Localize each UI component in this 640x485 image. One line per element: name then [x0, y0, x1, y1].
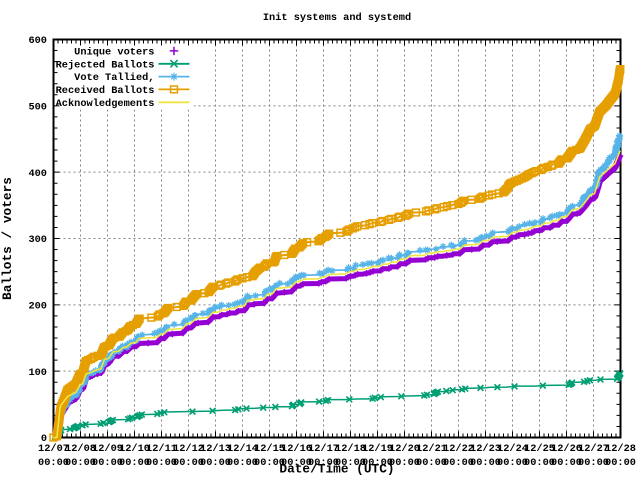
- svg-text:12/20: 12/20: [389, 443, 420, 455]
- svg-text:Init systems and systemd: Init systems and systemd: [263, 12, 411, 24]
- svg-text:Ballots / voters: Ballots / voters: [0, 177, 15, 300]
- svg-text:12/08: 12/08: [65, 443, 96, 455]
- svg-text:00:00: 00:00: [497, 457, 528, 469]
- svg-text:12/22: 12/22: [443, 443, 474, 455]
- svg-text:00:00: 00:00: [416, 457, 447, 469]
- svg-text:00:00: 00:00: [173, 457, 204, 469]
- svg-text:12/24: 12/24: [497, 443, 528, 455]
- svg-text:00:00: 00:00: [470, 457, 501, 469]
- svg-text:00:00: 00:00: [38, 457, 69, 469]
- svg-text:0: 0: [41, 433, 47, 445]
- svg-text:00:00: 00:00: [362, 457, 393, 469]
- svg-text:00:00: 00:00: [578, 457, 609, 469]
- svg-text:12/18: 12/18: [335, 443, 366, 455]
- svg-text:00:00: 00:00: [146, 457, 177, 469]
- svg-text:00:00: 00:00: [551, 457, 582, 469]
- svg-text:00:00: 00:00: [92, 457, 123, 469]
- svg-text:Received Ballots: Received Ballots: [56, 85, 155, 97]
- svg-text:00:00: 00:00: [119, 457, 150, 469]
- svg-text:200: 200: [28, 300, 47, 312]
- svg-text:400: 400: [28, 168, 47, 180]
- svg-text:12/19: 12/19: [362, 443, 393, 455]
- svg-text:00:00: 00:00: [443, 457, 474, 469]
- svg-text:00:00: 00:00: [524, 457, 555, 469]
- svg-text:12/23: 12/23: [470, 443, 501, 455]
- svg-text:00:00: 00:00: [605, 457, 636, 469]
- svg-text:12/10: 12/10: [119, 443, 150, 455]
- svg-text:12/27: 12/27: [578, 443, 609, 455]
- svg-text:12/16: 12/16: [281, 443, 312, 455]
- svg-text:00:00: 00:00: [227, 457, 258, 469]
- svg-text:12/11: 12/11: [146, 443, 177, 455]
- svg-text:Unique voters: Unique voters: [74, 47, 154, 59]
- svg-text:Acknowledgements: Acknowledgements: [56, 98, 155, 110]
- svg-text:300: 300: [28, 234, 47, 246]
- svg-text:12/14: 12/14: [227, 443, 258, 455]
- svg-text:12/15: 12/15: [254, 443, 285, 455]
- svg-text:Vote Tallied,: Vote Tallied,: [74, 72, 154, 84]
- svg-text:600: 600: [28, 35, 47, 47]
- svg-text:Date/Time (UTC): Date/Time (UTC): [279, 462, 394, 477]
- svg-text:00:00: 00:00: [335, 457, 366, 469]
- svg-text:500: 500: [28, 101, 47, 113]
- svg-text:100: 100: [28, 367, 47, 379]
- svg-text:12/13: 12/13: [200, 443, 231, 455]
- svg-text:00:00: 00:00: [389, 457, 420, 469]
- svg-text:12/21: 12/21: [416, 443, 447, 455]
- svg-text:00:00: 00:00: [308, 457, 339, 469]
- svg-text:00:00: 00:00: [254, 457, 285, 469]
- svg-text:12/28: 12/28: [605, 443, 636, 455]
- svg-text:12/17: 12/17: [308, 443, 339, 455]
- svg-text:12/26: 12/26: [551, 443, 582, 455]
- svg-text:12/25: 12/25: [524, 443, 555, 455]
- svg-text:12/09: 12/09: [92, 443, 123, 455]
- svg-text:Rejected Ballots: Rejected Ballots: [56, 59, 155, 71]
- svg-text:00:00: 00:00: [281, 457, 312, 469]
- svg-text:12/07: 12/07: [38, 443, 69, 455]
- svg-text:00:00: 00:00: [65, 457, 96, 469]
- svg-text:00:00: 00:00: [200, 457, 231, 469]
- svg-text:12/12: 12/12: [173, 443, 204, 455]
